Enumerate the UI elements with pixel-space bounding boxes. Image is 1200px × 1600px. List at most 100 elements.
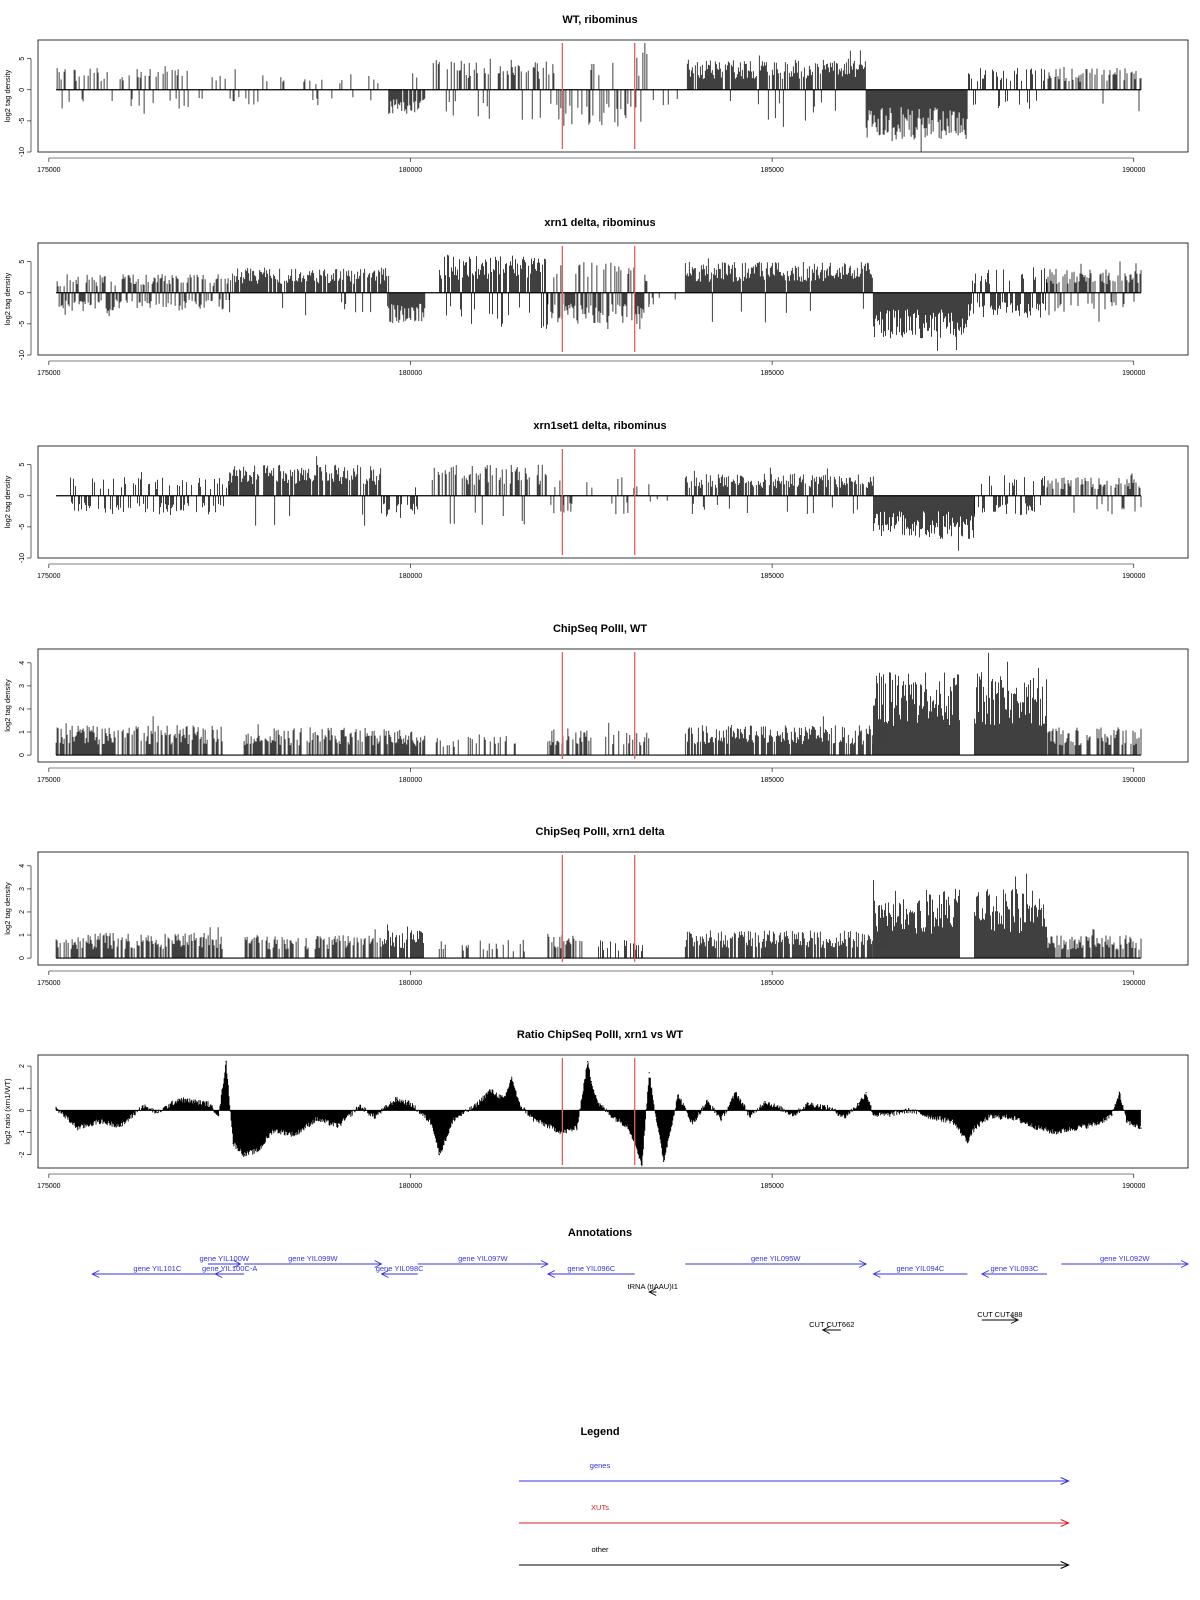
x-tick-label: 190000 — [1122, 370, 1145, 377]
data-point — [511, 1076, 513, 1078]
y-tick-label: -10 — [19, 147, 26, 157]
y-tick-label: 1 — [19, 933, 26, 937]
arrow-head — [872, 1270, 881, 1278]
x-tick-label: 190000 — [1122, 573, 1145, 580]
data-point — [294, 1134, 296, 1136]
panel-title: ChipSeq PolII, WT — [553, 623, 647, 635]
panel-title: Ratio ChipSeq PolII, xrn1 vs WT — [517, 1029, 684, 1041]
feature-label: CUT CUT488 — [977, 1310, 1022, 1319]
plot-frame — [37, 851, 1189, 966]
data-point — [735, 1092, 737, 1094]
x-tick-label: 175000 — [37, 370, 60, 377]
x-tick-label: 180000 — [399, 777, 422, 784]
data-point — [359, 1105, 361, 1107]
y-tick-label: 1 — [19, 1086, 26, 1090]
legend-label: genes — [590, 1461, 611, 1470]
feature-label: gene YIL094C — [896, 1264, 944, 1273]
legend-label: XUTs — [591, 1503, 609, 1512]
annotation-feature: gene YIL101C — [91, 1264, 223, 1278]
y-axis-label: log2 tag density — [3, 475, 12, 528]
data-point — [641, 1165, 643, 1167]
data-point — [232, 1143, 234, 1145]
legend-arrow-head — [1060, 1477, 1070, 1485]
data-point — [55, 1107, 57, 1109]
x-tick-label: 190000 — [1122, 1183, 1145, 1190]
panel-title: ChipSeq PolII, xrn1 delta — [536, 826, 666, 838]
arrow-head — [980, 1270, 990, 1278]
y-tick-label: -1 — [19, 1129, 26, 1135]
data-point — [626, 1125, 629, 1127]
annotation-feature: gene YIL096C — [546, 1264, 635, 1278]
feature-label: gene YIL101C — [133, 1264, 181, 1273]
data-bars — [55, 873, 1142, 959]
y-tick-label: 0 — [19, 494, 26, 498]
x-tick-label: 185000 — [760, 980, 783, 987]
data-point — [547, 1125, 549, 1127]
x-tick-label: 175000 — [37, 980, 60, 987]
x-tick-label: 180000 — [399, 573, 422, 580]
y-axis-label: log2 tag density — [3, 679, 12, 732]
data-point — [373, 1116, 375, 1118]
feature-label: gene YIL100C-A — [202, 1264, 257, 1273]
data-point — [77, 1127, 79, 1129]
annotation-feature: gene YIL098C — [376, 1264, 424, 1278]
y-tick-label: -5 — [19, 524, 26, 530]
x-tick-label: 175000 — [37, 167, 60, 174]
legend-entry: XUTs — [518, 1503, 1070, 1527]
data-point — [1075, 1127, 1077, 1129]
panel-4: ChipSeq PolII, WT 0 1 2 3 4 log2 tag density 17… — [3, 623, 1189, 784]
x-tick-label: 180000 — [399, 370, 422, 377]
data-point — [218, 1114, 220, 1116]
panel-5: ChipSeq PolII, xrn1 delta 0 1 2 3 4 log2 tag d… — [3, 826, 1189, 987]
data-point — [843, 1116, 846, 1118]
data-point — [706, 1100, 708, 1103]
data-point — [532, 1118, 535, 1120]
x-tick-label: 190000 — [1122, 980, 1145, 987]
legend: Legend genes XUTs other — [518, 1426, 1070, 1569]
data-point — [887, 1114, 889, 1116]
x-tick-label: 175000 — [37, 573, 60, 580]
arrow-head — [214, 1270, 223, 1278]
x-tick-label: 185000 — [760, 167, 783, 174]
y-tick-label: 2 — [19, 707, 26, 711]
feature-label: gene YIL093C — [991, 1264, 1039, 1273]
data-point — [677, 1094, 679, 1096]
x-tick-label: 190000 — [1122, 777, 1145, 784]
data-bars — [56, 43, 1142, 152]
plot-frame — [37, 242, 1189, 356]
annotation-feature: tRNA (tIAAU)I1 — [628, 1282, 678, 1296]
y-tick-label: 4 — [19, 661, 26, 665]
plot-frame — [37, 39, 1189, 153]
panel-title: xrn1set1 delta, ribominus — [533, 420, 666, 432]
data-point — [438, 1154, 440, 1156]
arrow-head — [858, 1260, 868, 1268]
arrow-head — [540, 1260, 549, 1268]
data-point — [272, 1129, 274, 1131]
data-point — [872, 1114, 875, 1116]
data-point — [648, 1072, 650, 1074]
data-point — [829, 1107, 831, 1109]
data-point — [793, 1114, 795, 1116]
data-point — [692, 1123, 694, 1125]
x-tick-label: 190000 — [1122, 167, 1145, 174]
plot-frame — [37, 445, 1189, 559]
data-point — [952, 1120, 954, 1123]
annotation-feature: gene YIL097W — [417, 1254, 549, 1268]
arrow-head — [91, 1270, 100, 1278]
data-point — [587, 1061, 589, 1063]
feature-label: gene YIL096C — [567, 1264, 615, 1273]
y-tick-label: 5 — [19, 463, 26, 467]
data-point — [988, 1116, 990, 1118]
data-point — [409, 1103, 412, 1105]
y-tick-label: 0 — [19, 1108, 26, 1112]
data-point — [1010, 1116, 1012, 1118]
ratio-area — [55, 1060, 1141, 1166]
data-point — [576, 1127, 578, 1129]
data-point — [1053, 1131, 1055, 1134]
arrow-head — [1180, 1260, 1190, 1268]
data-point — [1118, 1092, 1120, 1094]
feature-label: gene YIL097W — [458, 1254, 508, 1263]
data-point — [1111, 1114, 1113, 1116]
data-point — [225, 1061, 227, 1063]
feature-label: gene YIL099W — [288, 1254, 338, 1263]
